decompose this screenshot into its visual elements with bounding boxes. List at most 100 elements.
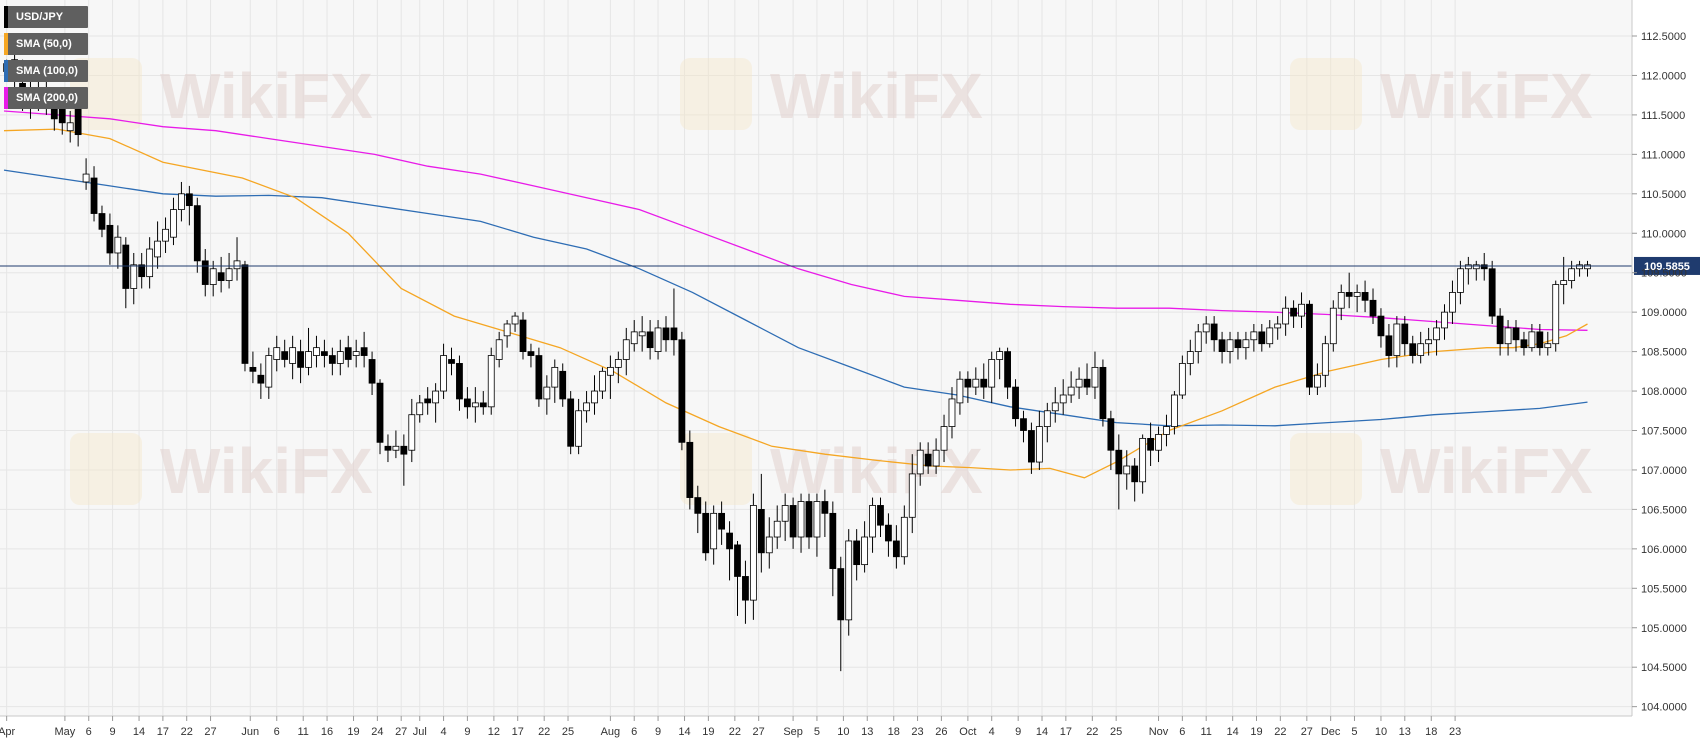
candle: [1059, 379, 1067, 415]
candle: [670, 288, 678, 356]
candle: [559, 363, 567, 407]
x-tick-label: 14: [1227, 726, 1239, 738]
x-tick-label: 9: [110, 726, 116, 738]
watermark-logo: [70, 58, 142, 130]
x-tick-label: Jun: [241, 726, 259, 738]
candle-body-down: [742, 576, 749, 601]
legend-swatch-sma100: [4, 60, 8, 82]
candle-body-up: [170, 209, 177, 238]
x-tick-label: 16: [321, 726, 333, 738]
candle: [1194, 323, 1202, 364]
candle-body-down: [837, 568, 845, 621]
candle-body-down: [1401, 323, 1409, 345]
candle-body-up: [1186, 351, 1194, 364]
candle-body-down: [805, 501, 813, 538]
candle-body-up: [1417, 343, 1425, 356]
candle-body-up: [114, 236, 122, 254]
candle-body-down: [964, 378, 972, 388]
candle-body-down: [344, 347, 352, 360]
last-price-label-box: [1634, 256, 1700, 275]
candle: [1242, 331, 1250, 360]
y-tick-label: 112.0000: [1641, 70, 1686, 82]
legend-item-sma50[interactable]: SMA (50,0): [4, 33, 88, 55]
legend-label-sma200: SMA (200,0): [16, 92, 78, 104]
candle-body-down: [1020, 418, 1027, 431]
legend-item-usdjpy[interactable]: USD/JPY: [4, 6, 88, 28]
candle: [837, 556, 845, 672]
candle-body-up: [1067, 386, 1075, 396]
candle-body-down: [853, 540, 861, 566]
candle-body-up: [1298, 303, 1305, 317]
x-tick-label: 19: [702, 726, 714, 738]
y-tick-label: 110.5000: [1641, 189, 1686, 201]
candle: [1123, 450, 1131, 490]
x-tick-label: 11: [298, 726, 309, 738]
candle-body-down: [885, 524, 892, 542]
x-tick-label: 23: [1449, 726, 1461, 738]
x-tick-label: 9: [464, 726, 470, 738]
candle-body-up: [1043, 410, 1051, 427]
candle: [273, 335, 281, 372]
candle-body-up: [1449, 292, 1456, 313]
candle-body-down: [670, 327, 678, 341]
candle-body-down: [1258, 331, 1266, 345]
candle-body-up: [1552, 284, 1560, 345]
y-tick-label: 107.5000: [1641, 426, 1687, 438]
x-tick-label: Sep: [783, 726, 803, 738]
candle: [106, 213, 114, 265]
candle-body-up: [1123, 465, 1131, 475]
x-tick-label: 12: [488, 726, 500, 738]
candle-body-down: [1083, 378, 1091, 388]
candle-body-up: [861, 536, 868, 566]
candle-body-up: [1314, 374, 1321, 388]
x-tick-label: 25: [1110, 726, 1122, 738]
legend-item-sma200[interactable]: SMA (200,0): [4, 87, 88, 109]
candle-body-down: [877, 505, 884, 526]
candle-body-up: [471, 402, 479, 408]
candle-body-down: [1369, 299, 1377, 317]
candle: [1131, 458, 1139, 502]
candle: [972, 367, 980, 395]
candle-body-down: [1115, 449, 1123, 475]
candle-body-up: [710, 512, 718, 550]
candle-body-up: [1155, 434, 1162, 451]
candle-body-down: [1536, 331, 1544, 349]
y-tick-label: 107.0000: [1641, 465, 1687, 477]
candle-body-up: [606, 366, 614, 376]
candle-body-down: [718, 512, 726, 530]
candle: [1147, 422, 1154, 467]
candle: [773, 505, 781, 549]
candle-body-down: [1290, 307, 1297, 317]
candle: [178, 181, 185, 222]
candle-body-down: [448, 359, 455, 364]
x-tick-label: 17: [512, 726, 524, 738]
candle: [908, 454, 916, 534]
candle: [869, 497, 876, 553]
candle-body-up: [1051, 402, 1059, 412]
x-tick-label: 22: [1274, 726, 1286, 738]
candle-body-down: [535, 355, 543, 400]
candle-body-down: [1385, 335, 1393, 356]
x-tick-label: 22: [538, 726, 550, 738]
candle-body-down: [328, 355, 336, 364]
y-tick-label: 105.5000: [1641, 583, 1687, 595]
candle: [996, 347, 1004, 380]
candle: [495, 331, 503, 368]
candle-body-up: [66, 122, 74, 132]
x-tick-label: Aug: [601, 726, 621, 738]
candle-body-down: [368, 359, 376, 384]
candle: [765, 517, 773, 569]
candle-body-up: [1584, 264, 1591, 270]
candle: [1012, 379, 1019, 427]
candle-body-down: [559, 370, 567, 400]
candle: [654, 320, 662, 360]
legend-item-sma100[interactable]: SMA (100,0): [4, 60, 88, 82]
candle-body-up: [869, 505, 876, 538]
candle-body-up: [1163, 426, 1170, 435]
candle: [289, 335, 297, 380]
candle: [924, 442, 932, 474]
x-tick-label: Oct: [959, 726, 976, 738]
candle: [1488, 260, 1496, 324]
